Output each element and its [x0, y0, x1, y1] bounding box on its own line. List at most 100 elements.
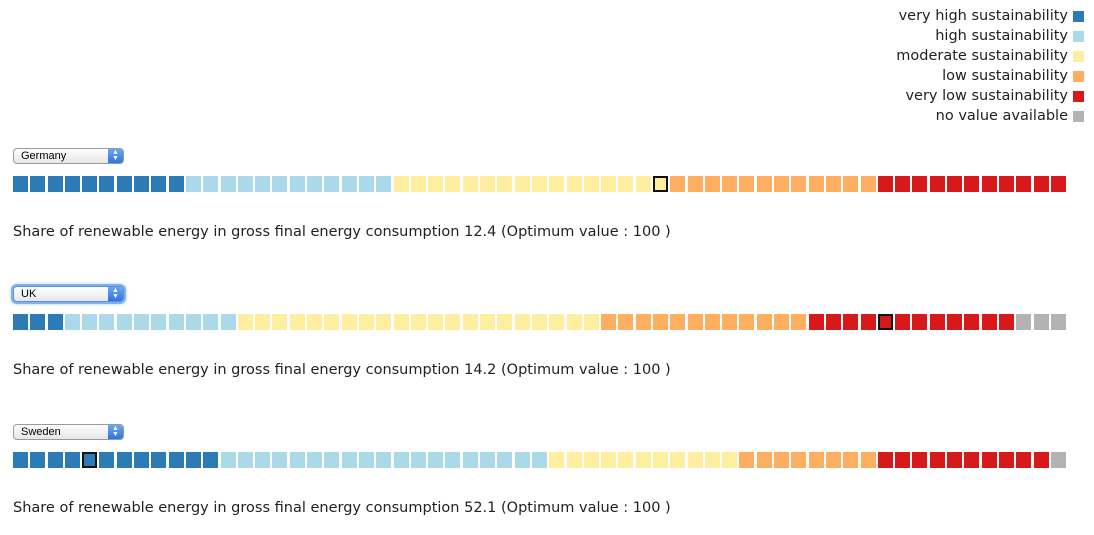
bar-cell	[462, 314, 478, 330]
bar-cell	[774, 314, 790, 330]
bar-cell	[185, 452, 201, 468]
bar-cell	[358, 176, 374, 192]
bar-cell	[64, 176, 80, 192]
bar-cell	[531, 176, 547, 192]
legend-item-l: low sustainability	[896, 66, 1084, 86]
bar-cell	[843, 314, 859, 330]
bar-cell	[30, 176, 46, 192]
bar-cell	[272, 452, 288, 468]
bar-cell	[1016, 314, 1032, 330]
bar-cell	[756, 176, 772, 192]
bar-cell	[601, 452, 617, 468]
bar-cell	[47, 314, 63, 330]
bar-cell	[791, 176, 807, 192]
bar-cell	[185, 176, 201, 192]
bar-cell	[185, 314, 201, 330]
indicator-summary: Share of renewable energy in gross final…	[13, 500, 671, 516]
bar-cell	[151, 314, 167, 330]
bar-cell	[998, 176, 1014, 192]
bar-cell	[670, 176, 686, 192]
bar-cell	[964, 452, 980, 468]
legend-swatch	[1073, 70, 1084, 82]
bar-cell	[151, 452, 167, 468]
bar-cell	[47, 452, 63, 468]
selected-cell	[877, 314, 893, 330]
bar-cell	[1033, 176, 1049, 192]
bar-cell	[410, 452, 426, 468]
bar-cell	[99, 452, 115, 468]
bar-cell	[1050, 452, 1066, 468]
bar-cell	[601, 314, 617, 330]
legend-swatch	[1073, 50, 1084, 62]
bar-cell	[583, 176, 599, 192]
bar-cell	[808, 314, 824, 330]
bar-cell	[376, 176, 392, 192]
bar-cell	[30, 314, 46, 330]
bar-cell	[324, 452, 340, 468]
bar-cell	[13, 314, 28, 330]
bar-cell	[168, 452, 184, 468]
bar-cell	[635, 452, 651, 468]
bar-cell	[998, 452, 1014, 468]
bar-cell	[704, 314, 720, 330]
bar-cell	[670, 452, 686, 468]
bar-cell	[393, 452, 409, 468]
bar-cell	[13, 452, 28, 468]
bar-cell	[220, 176, 236, 192]
bar-cell	[203, 452, 219, 468]
bar-cell	[272, 314, 288, 330]
bar-cell	[237, 176, 253, 192]
country-select[interactable]: Sweden ▲ ▼	[13, 424, 124, 440]
bar-cell	[566, 176, 582, 192]
bar-cell	[82, 176, 98, 192]
bar-cell	[895, 314, 911, 330]
bar-cell	[635, 314, 651, 330]
bar-cell	[255, 452, 271, 468]
sustainability-bar	[13, 452, 1066, 468]
bar-cell	[30, 452, 46, 468]
bar-cell	[99, 314, 115, 330]
legend-swatch	[1073, 90, 1084, 102]
bar-cell	[410, 314, 426, 330]
legend-item-m: moderate sustainability	[896, 46, 1084, 66]
country-panel-uk: UK ▲ ▼ Share of renewable energy in gross…	[13, 286, 1073, 378]
bar-cell	[947, 452, 963, 468]
bar-cell	[756, 314, 772, 330]
bar-cell	[203, 176, 219, 192]
indicator-summary: Share of renewable energy in gross final…	[13, 224, 671, 240]
bar-cell	[497, 176, 513, 192]
bar-cell	[116, 314, 132, 330]
bar-cell	[774, 452, 790, 468]
chevron-up-down-icon: ▲ ▼	[108, 287, 123, 301]
indicator-value: 14.2	[464, 362, 497, 378]
bar-cell	[307, 452, 323, 468]
bar-cell	[462, 176, 478, 192]
bar-cell	[341, 452, 357, 468]
bar-cell	[929, 176, 945, 192]
bar-cell	[47, 176, 63, 192]
bar-cell	[739, 452, 755, 468]
bar-cell	[255, 176, 271, 192]
bar-cell	[860, 314, 876, 330]
bar-cell	[480, 176, 496, 192]
legend-label: no value available	[935, 108, 1068, 124]
bar-cell	[168, 314, 184, 330]
legend-item-vl: very low sustainability	[896, 86, 1084, 106]
indicator-label: Share of renewable energy in gross final…	[13, 362, 460, 378]
bar-cell	[324, 314, 340, 330]
bar-cell	[549, 176, 565, 192]
bar-cell	[687, 452, 703, 468]
optimum-label: (Optimum value : 100 )	[501, 362, 671, 378]
country-select[interactable]: UK ▲ ▼	[13, 286, 124, 302]
bar-cell	[756, 452, 772, 468]
bar-cell	[860, 452, 876, 468]
bar-cell	[428, 176, 444, 192]
bar-cell	[687, 314, 703, 330]
selected-cell	[652, 176, 668, 192]
bar-cell	[514, 452, 530, 468]
bar-cell	[168, 176, 184, 192]
bar-cell	[203, 314, 219, 330]
country-select[interactable]: Germany ▲ ▼	[13, 148, 124, 164]
legend-label: low sustainability	[942, 68, 1068, 84]
country-panel-germany: Germany ▲ ▼ Share of renewable energy in …	[13, 148, 1073, 240]
